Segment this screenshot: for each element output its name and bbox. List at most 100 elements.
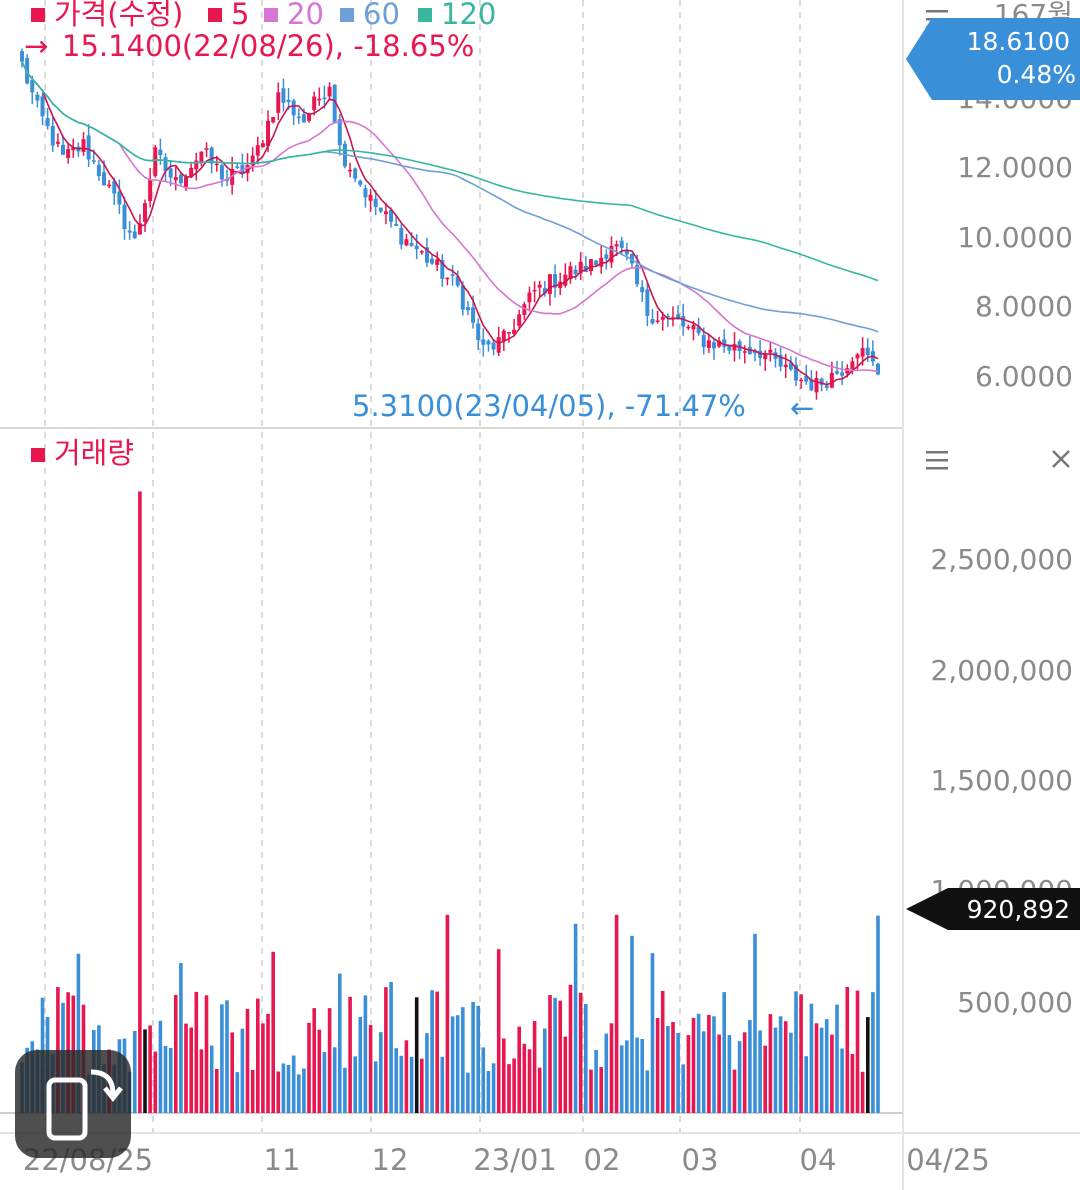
x-tick-label: 12 [372, 1143, 409, 1177]
candle-body [604, 254, 609, 259]
legend-swatch [418, 8, 432, 22]
volume-close-icon[interactable] [1052, 450, 1070, 468]
volume-bar [276, 1071, 281, 1113]
x-tick-label: 02 [584, 1143, 621, 1177]
volume-bar [553, 997, 557, 1113]
volume-bar [307, 1022, 311, 1113]
volume-bar [343, 1067, 347, 1113]
candle-body [307, 114, 312, 121]
volume-bar [404, 1040, 409, 1113]
volume-bar [589, 1069, 593, 1113]
candle-body [235, 166, 240, 168]
candle-body [752, 350, 757, 354]
volume-bar [368, 1025, 373, 1113]
candle-body [614, 244, 619, 247]
candle-body [199, 151, 204, 164]
volume-bar [373, 1061, 378, 1113]
volume-bar [471, 1002, 475, 1113]
candle-body [860, 348, 865, 357]
candle-body [373, 198, 378, 207]
candle-body [727, 344, 732, 351]
candle-body [430, 258, 435, 264]
moving-average-lines [21, 61, 879, 386]
volume-menu-hamburger-icon[interactable] [926, 451, 948, 470]
volume-bar [630, 935, 634, 1113]
volume-bar [696, 1013, 701, 1113]
candle-body [840, 372, 845, 376]
candle-body [107, 184, 112, 187]
volume-bar [507, 1064, 511, 1113]
volume-bar [302, 1068, 306, 1113]
volume-bar [153, 1051, 158, 1113]
candle-body [537, 284, 542, 288]
candle-body [496, 337, 501, 353]
candle-body [230, 169, 235, 185]
volume-bar [737, 1041, 742, 1113]
candle-body [619, 240, 624, 248]
volume-bar [717, 1034, 721, 1113]
candle-body [578, 261, 583, 274]
screen-rotate-button[interactable] [15, 1050, 131, 1158]
volume-bar [358, 1016, 363, 1113]
candle-body [532, 289, 537, 292]
candle-body [337, 119, 342, 146]
volume-bar [568, 984, 573, 1113]
volume-panel: 거래량 2,500,000 2,000,000 1,500,000 1,000,… [20, 436, 1080, 1113]
candle-body [553, 274, 558, 288]
candle-body [271, 117, 276, 123]
candle-body [763, 353, 768, 360]
volume-bar [809, 1003, 814, 1113]
candle-body [799, 379, 804, 382]
volume-bar [220, 1004, 224, 1113]
candle-body [260, 143, 265, 148]
candle-body [773, 352, 778, 359]
volume-bar [204, 995, 209, 1113]
volume-bar [671, 1022, 675, 1113]
volume-bar [225, 1000, 229, 1113]
current-volume-tag: 920,892 [906, 888, 1080, 930]
volume-bar [184, 1023, 188, 1113]
volume-bar [266, 1013, 270, 1113]
candle-body [168, 168, 173, 178]
volume-bar [189, 1027, 193, 1113]
candle-body [814, 378, 819, 393]
candle-body [635, 265, 640, 285]
candle-body [153, 147, 158, 177]
candle-body [409, 243, 414, 246]
candle-body [266, 120, 271, 147]
candle-body [158, 149, 163, 156]
volume-bar [758, 1030, 762, 1113]
current-price-value: 18.6100 [967, 27, 1070, 56]
volume-bar [860, 1071, 865, 1113]
price-y-axis: 14.0000 12.0000 10.0000 8.0000 6.0000 [957, 82, 1073, 393]
volume-bar [245, 1008, 250, 1113]
candle-body [358, 180, 363, 185]
volume-title: 거래량 [54, 436, 134, 470]
candle-body [486, 340, 491, 345]
volume-bar [430, 990, 434, 1113]
candle-body [317, 98, 322, 101]
candle-body [819, 378, 824, 385]
legend-swatch [31, 8, 45, 22]
legend-label-ma120: 120 [441, 0, 496, 31]
volume-bar [209, 1045, 214, 1113]
candle-body [399, 227, 404, 245]
volume-bar [594, 1049, 598, 1113]
candle-body [476, 323, 481, 340]
volume-bar [327, 1008, 332, 1113]
volume-bar [394, 1048, 398, 1113]
volume-bar [235, 1072, 240, 1113]
candle-body [783, 364, 788, 368]
candle-body [455, 276, 460, 286]
volume-bar [789, 1032, 793, 1113]
volume-bar [763, 1045, 767, 1113]
candle-body [332, 84, 337, 123]
volume-bar [732, 1069, 737, 1113]
current-price-tag: 18.6100 0.48% [906, 18, 1080, 100]
volume-bar [635, 1037, 639, 1113]
volume-bar [133, 1031, 137, 1113]
candle-body [696, 326, 701, 334]
candle-body [368, 194, 373, 201]
volume-bar [604, 1033, 609, 1113]
volume-bar [578, 992, 583, 1113]
